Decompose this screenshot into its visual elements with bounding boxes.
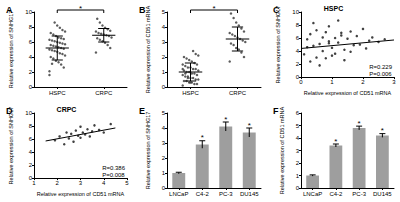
svg-text:HSPC: HSPC [49, 90, 66, 96]
svg-text:C4-2: C4-2 [196, 191, 210, 197]
svg-text:*: * [212, 4, 215, 13]
svg-text:1: 1 [32, 180, 36, 186]
svg-text:10: 10 [292, 9, 299, 15]
svg-text:Relative expression of CD51 mR: Relative expression of CD51 mRNA [145, 5, 151, 93]
svg-text:3: 3 [162, 39, 166, 45]
svg-text:PC-3: PC-3 [352, 191, 366, 197]
svg-text:DU145: DU145 [240, 191, 259, 197]
svg-text:3: 3 [79, 180, 83, 186]
svg-text:4: 4 [162, 24, 166, 30]
svg-text:DU145: DU145 [373, 191, 392, 197]
svg-text:4: 4 [162, 125, 166, 131]
svg-text:8: 8 [29, 24, 33, 30]
svg-text:2: 2 [29, 162, 33, 168]
svg-text:1: 1 [296, 173, 300, 179]
svg-text:0: 0 [28, 175, 32, 182]
svg-text:0: 0 [162, 84, 166, 90]
svg-text:*: * [358, 119, 361, 128]
svg-text:R=0.386: R=0.386 [102, 165, 126, 171]
svg-text:C4-2: C4-2 [329, 191, 343, 197]
svg-text:Relative expression of SNHG17: Relative expression of SNHG17 [8, 107, 14, 185]
svg-text:0: 0 [162, 185, 166, 191]
svg-text:PC-3: PC-3 [219, 191, 233, 197]
svg-text:C: C [273, 5, 280, 15]
svg-text:*: * [79, 4, 82, 13]
svg-text:8: 8 [29, 123, 33, 129]
svg-text:P=0.006: P=0.006 [369, 71, 392, 77]
svg-text:2: 2 [162, 155, 166, 161]
svg-text:2: 2 [296, 160, 300, 166]
svg-text:LNCaP: LNCaP [303, 191, 322, 197]
svg-text:*: * [201, 133, 204, 142]
svg-text:3: 3 [296, 148, 300, 154]
svg-text:LNCaP: LNCaP [169, 191, 188, 197]
svg-text:6: 6 [29, 39, 33, 45]
svg-text:1: 1 [162, 69, 166, 75]
svg-text:0: 0 [29, 84, 33, 90]
svg-text:2: 2 [361, 79, 365, 85]
svg-text:CRPC: CRPC [229, 90, 247, 96]
svg-text:5: 5 [125, 180, 129, 186]
svg-text:P=0.008: P=0.008 [102, 172, 125, 178]
svg-text:Relative expression of SNHG17: Relative expression of SNHG17 [275, 6, 281, 84]
svg-text:1: 1 [162, 170, 166, 176]
svg-text:4: 4 [102, 180, 106, 186]
svg-text:2: 2 [29, 69, 33, 75]
svg-text:1: 1 [330, 79, 334, 85]
svg-text:Relative expression of SNHG17: Relative expression of SNHG17 [8, 11, 14, 89]
svg-text:3: 3 [392, 79, 396, 85]
svg-text:Relative expression of CD51 mR: Relative expression of CD51 mRNA [37, 191, 125, 197]
svg-text:B: B [139, 5, 146, 15]
svg-text:2: 2 [296, 61, 300, 67]
svg-text:Relative expression of SNHG17: Relative expression of SNHG17 [145, 112, 151, 190]
svg-text:8: 8 [296, 22, 300, 28]
svg-text:5: 5 [296, 123, 300, 129]
svg-text:10: 10 [25, 110, 32, 116]
svg-text:0: 0 [295, 74, 299, 81]
svg-text:D: D [6, 106, 13, 116]
svg-text:*: * [381, 126, 384, 135]
svg-text:6: 6 [296, 110, 300, 116]
svg-text:A: A [6, 5, 13, 15]
svg-text:F: F [273, 106, 279, 116]
svg-text:R=0.229: R=0.229 [369, 64, 393, 70]
svg-text:HSPC: HSPC [324, 5, 343, 12]
svg-text:CRPC: CRPC [57, 106, 77, 113]
svg-text:4: 4 [29, 54, 33, 60]
svg-text:0: 0 [299, 79, 303, 85]
svg-text:5: 5 [162, 9, 166, 15]
svg-text:E: E [139, 106, 145, 116]
svg-text:*: * [224, 115, 227, 124]
svg-text:5: 5 [162, 110, 166, 116]
svg-text:4: 4 [29, 149, 33, 155]
svg-text:CRPC: CRPC [95, 90, 113, 96]
svg-text:6: 6 [296, 35, 300, 41]
svg-text:HSPC: HSPC [182, 90, 199, 96]
svg-text:Relative expression of CD51 mR: Relative expression of CD51 mRNA [304, 90, 392, 96]
svg-text:Relative expression of CD51 mR: Relative expression of CD51 mRNA [279, 106, 285, 194]
svg-text:2: 2 [162, 54, 166, 60]
svg-text:10: 10 [25, 9, 32, 15]
svg-text:4: 4 [296, 48, 300, 54]
svg-text:4: 4 [296, 135, 300, 141]
svg-text:6: 6 [29, 136, 33, 142]
svg-text:*: * [248, 121, 251, 130]
svg-text:3: 3 [162, 140, 166, 146]
svg-text:*: * [334, 137, 337, 146]
svg-text:0: 0 [296, 185, 300, 191]
svg-text:2: 2 [56, 180, 60, 186]
